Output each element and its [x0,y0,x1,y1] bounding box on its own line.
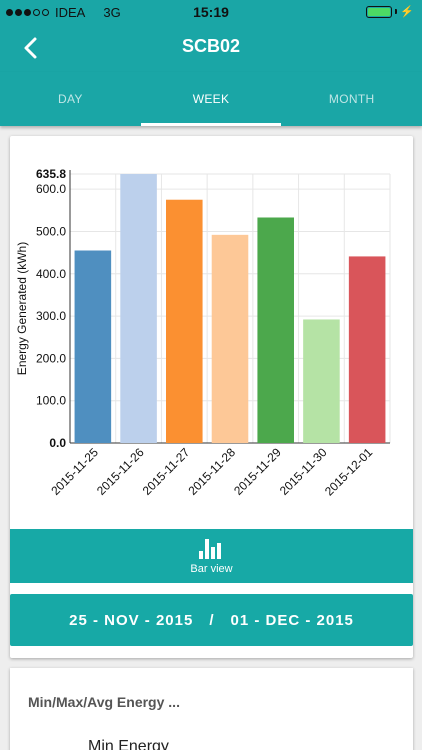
tab-day-label: DAY [57,92,83,106]
tab-week[interactable]: WEEK [140,72,282,126]
bar-2015-11-29 [257,217,294,443]
x-tick-label: 2015-11-26 [94,445,147,498]
y-tick-label: 600.0 [36,182,66,196]
status-bar: IDEA 3G 15:19 ⚡ [0,0,422,24]
carrier-info: IDEA 3G [6,5,121,20]
y-tick-label: 100.0 [36,394,66,408]
bar-2015-11-25 [74,250,112,443]
back-button[interactable] [14,32,46,64]
y-tick-label: 400.0 [36,267,66,281]
summary-first-item: Min Energy [88,738,169,750]
signal-strength-icon [6,9,49,16]
network-type: 3G [103,5,121,20]
carrier-name: IDEA [55,5,86,20]
bar-chart-icon [198,539,221,559]
y-tick-label: 500.0 [36,224,66,238]
summary-title: Min/Max/Avg Energy ... [28,694,180,710]
summary-card: Min/Max/Avg Energy ... Min Energy [10,668,413,750]
nav-bar: SCB02 [0,24,422,72]
page-title: SCB02 [181,36,241,56]
tab-month[interactable]: MONTH [281,72,422,126]
range-separator: / [209,611,215,629]
bar-2015-11-28 [211,234,249,443]
battery-indicator: ⚡ [366,5,414,18]
y-tick-label: 0.0 [49,436,66,450]
x-tick-label: 2015-11-25 [48,445,101,498]
chevron-left-icon [24,37,37,59]
tab-week-label: WEEK [192,92,230,106]
date-range-button[interactable]: 25 - NOV - 2015 / 01 - DEC - 2015 [10,594,413,646]
bar-2015-12-01 [348,256,386,443]
y-tick-label: 300.0 [36,309,66,323]
y-axis-label: Energy Generated (kWh) [15,242,29,375]
x-tick-label: 2015-11-30 [277,445,330,498]
tab-month-label: MONTH [328,92,375,106]
bar-view-label: Bar view [190,563,233,575]
x-tick-label: 2015-12-01 [322,445,376,499]
chart-card: 0.0 100.0 200.0 300.0 400.0 500.0 600.0 635.8 En… [10,136,413,658]
charging-icon: ⚡ [400,6,414,18]
period-tabs: DAY WEEK MONTH [0,72,422,126]
y-max-label: 635.8 [36,167,66,181]
bar-2015-11-30 [303,319,340,443]
range-start: 25 - NOV - 2015 [69,611,194,629]
tab-day[interactable]: DAY [0,72,141,126]
x-tick-label: 2015-11-29 [231,445,284,498]
battery-icon [366,5,393,18]
x-tick-label: 2015-11-28 [185,445,238,498]
status-time: 15:19 [193,4,229,20]
bar-2015-11-26 [120,174,157,443]
range-end: 01 - DEC - 2015 [230,611,354,629]
bar-view-button[interactable]: Bar view [10,529,413,583]
x-tick-label: 2015-11-27 [140,445,193,498]
bar-2015-11-27 [166,199,203,443]
y-tick-label: 200.0 [36,351,66,365]
